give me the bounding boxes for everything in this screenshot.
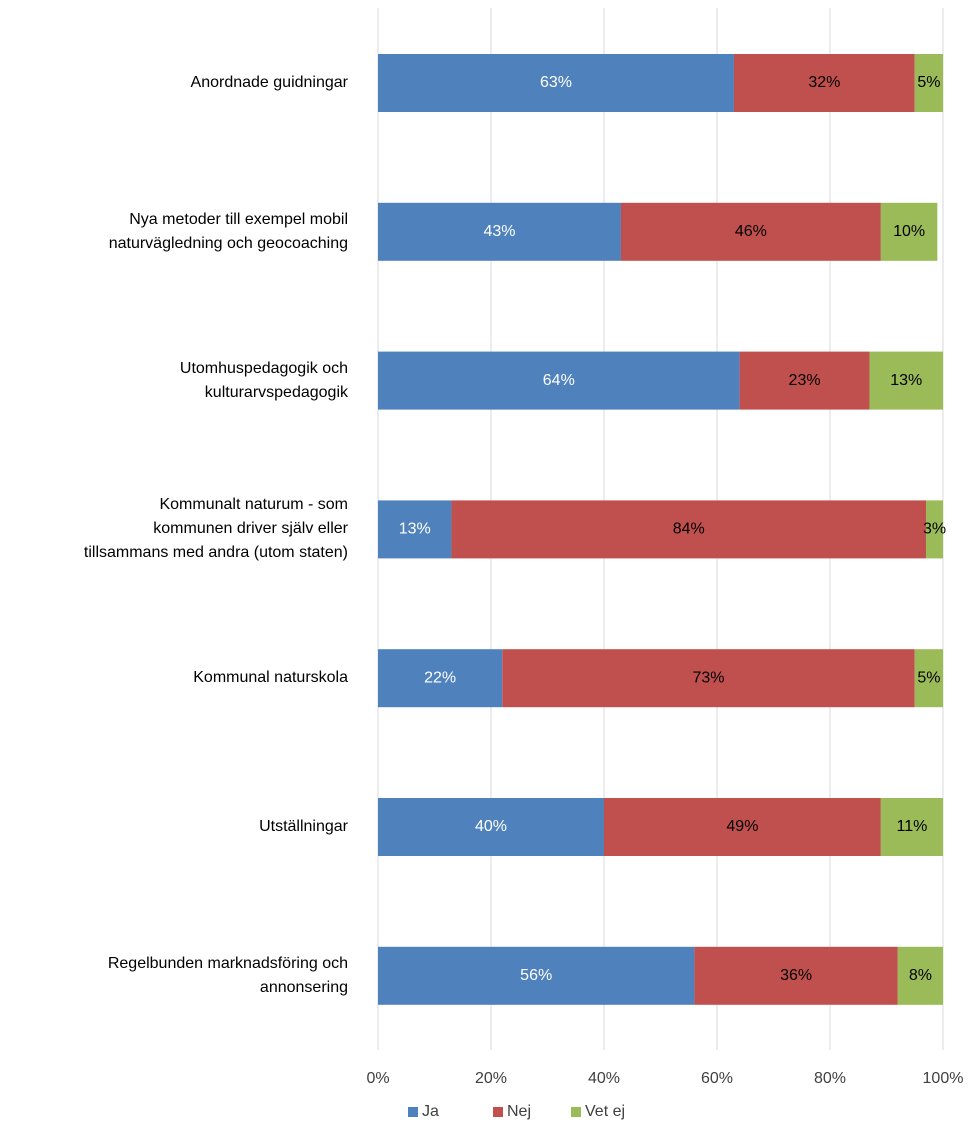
data-label: 10% — [893, 223, 925, 240]
bar-segment — [694, 946, 898, 1005]
bar-segment — [914, 54, 943, 112]
bar-segment — [739, 351, 870, 410]
bar-segment — [378, 351, 740, 410]
bar-segment — [378, 649, 503, 708]
bar-segment — [378, 202, 621, 261]
data-label: 36% — [780, 967, 812, 984]
data-label: 64% — [543, 372, 575, 389]
bar-segment — [914, 649, 943, 708]
data-label: 40% — [475, 818, 507, 835]
category-label: Utomhuspedagogik och kulturarvspedagogik — [179, 359, 348, 401]
category-label: Kommunal naturskola — [193, 669, 348, 687]
data-label: 11% — [897, 818, 928, 835]
legend-label: Ja — [422, 1103, 439, 1120]
data-label: 23% — [789, 372, 821, 389]
legend-label: Nej — [507, 1103, 531, 1120]
bar-segment — [604, 798, 881, 856]
category-label: Kommunalt naturum - som kommunen driver … — [83, 496, 348, 562]
data-label: 22% — [424, 669, 456, 686]
bar-segment — [926, 500, 943, 559]
data-label: 49% — [726, 818, 758, 835]
bar-segment — [880, 798, 943, 856]
data-label: 13% — [890, 372, 922, 389]
data-label: 8% — [909, 967, 932, 984]
x-tick-label: 80% — [814, 1070, 846, 1087]
data-label: 63% — [540, 74, 572, 91]
bar-segment — [378, 54, 734, 112]
data-label: 56% — [520, 967, 552, 984]
data-label: 84% — [673, 521, 705, 538]
data-label: 3% — [923, 521, 946, 538]
data-label: 5% — [917, 74, 940, 91]
category-label: Anordnade guidningar — [190, 74, 348, 91]
data-label: 32% — [808, 74, 840, 91]
x-tick-label: 40% — [588, 1070, 620, 1087]
data-label: 43% — [483, 223, 515, 240]
bar-segment — [378, 946, 695, 1005]
bar-segment — [733, 54, 915, 112]
data-label: 46% — [735, 223, 767, 240]
bar-segment — [502, 649, 915, 708]
category-label: Utställningar — [259, 818, 348, 835]
data-label: 13% — [399, 521, 431, 538]
bar-segment — [869, 351, 943, 410]
legend-swatch — [571, 1107, 581, 1117]
data-label: 5% — [917, 669, 940, 686]
bar-segment — [897, 946, 943, 1005]
bar-segment — [378, 798, 604, 856]
data-label: 73% — [693, 669, 725, 686]
x-tick-label: 60% — [701, 1070, 733, 1087]
legend-label: Vet ej — [585, 1103, 625, 1120]
x-tick-label: 20% — [475, 1070, 507, 1087]
bar-segment — [451, 500, 927, 559]
x-tick-label: 100% — [923, 1070, 964, 1087]
x-tick-label: 0% — [366, 1070, 389, 1087]
legend-swatch — [408, 1107, 418, 1117]
bar-segment — [880, 202, 938, 261]
category-label: Regelbunden marknadsföring och annonseri… — [107, 954, 348, 996]
bar-segment — [620, 202, 881, 261]
legend-swatch — [493, 1107, 503, 1117]
bar-segment — [378, 500, 452, 559]
category-label: Nya metoder till exempel mobil naturvägl… — [108, 210, 348, 252]
